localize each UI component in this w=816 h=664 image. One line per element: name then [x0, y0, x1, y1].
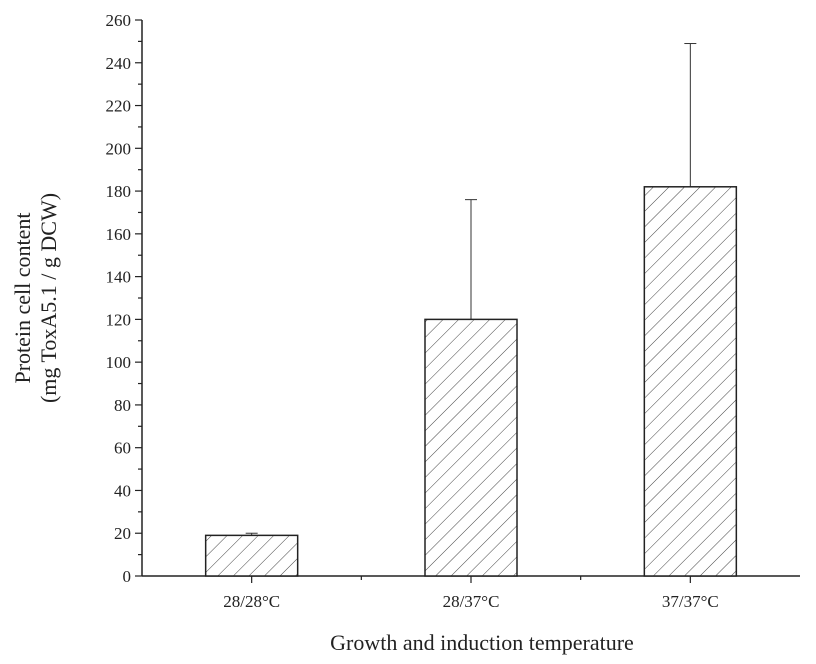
- y-tick-label: 80: [114, 396, 131, 415]
- y-tick-label: 200: [106, 139, 132, 158]
- y-axis-title-line1: Protein cell content: [10, 212, 35, 383]
- y-tick-label: 260: [106, 11, 132, 30]
- x-tick-label: 28/28°C: [223, 592, 280, 611]
- y-tick-label: 20: [114, 524, 131, 543]
- bar: [424, 318, 518, 577]
- y-tick-label: 0: [123, 567, 132, 586]
- bar: [204, 534, 299, 577]
- y-tick-label: 100: [106, 353, 132, 372]
- y-tick-label: 40: [114, 481, 131, 500]
- y-tick-label: 220: [106, 97, 132, 116]
- y-tick-label: 60: [114, 439, 131, 458]
- y-tick-label: 120: [106, 310, 132, 329]
- y-tick-label: 180: [106, 182, 132, 201]
- y-tick-label: 160: [106, 225, 132, 244]
- bar: [643, 186, 738, 577]
- x-tick-label: 37/37°C: [662, 592, 719, 611]
- y-axis-title-line2: (mg ToxA5.1 / g DCW): [36, 193, 61, 403]
- y-tick-label: 140: [106, 268, 132, 287]
- x-axis-title: Growth and induction temperature: [330, 630, 634, 655]
- x-tick-label: 28/37°C: [443, 592, 500, 611]
- y-tick-label: 240: [106, 54, 132, 73]
